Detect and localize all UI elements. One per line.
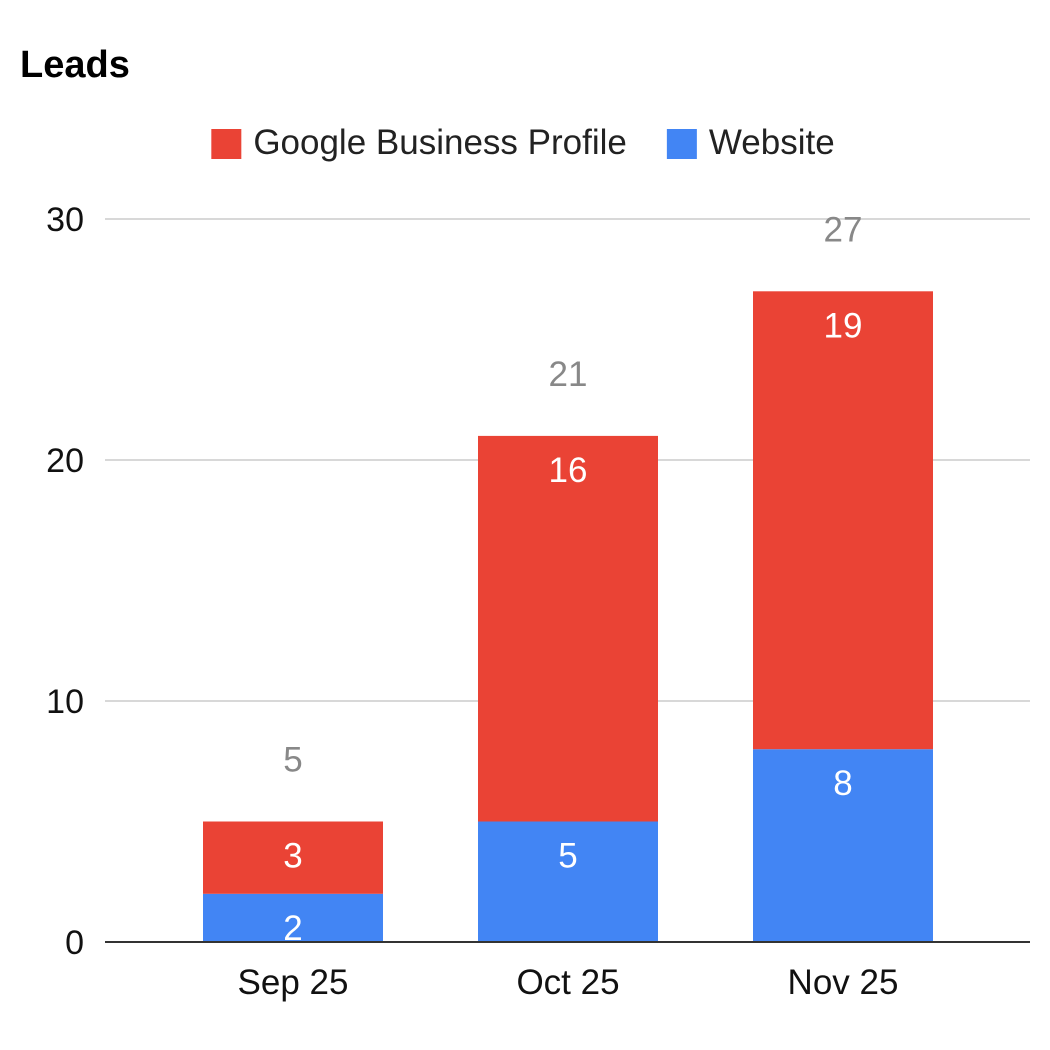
legend: Google Business Profile Website: [211, 123, 835, 162]
segment-label-website: 8: [833, 764, 852, 803]
x-axis: Sep 25 Oct 25 Nov 25: [105, 941, 1030, 1002]
legend-label: Website: [709, 123, 835, 162]
segment-label-website: 2: [283, 909, 302, 948]
bar-website-oct-25: [478, 821, 658, 942]
x-tick-label: Sep 25: [238, 963, 349, 1002]
segment-label-google-business-profile: 19: [824, 306, 863, 345]
y-axis: 0 10 20 30: [46, 201, 84, 962]
bar-google-business-profile-sep-25: [203, 821, 383, 894]
bars: [203, 291, 933, 942]
x-tick-label: Oct 25: [516, 963, 619, 1002]
total-label: 21: [549, 355, 588, 394]
legend-label: Google Business Profile: [253, 123, 627, 162]
legend-swatch: [211, 129, 242, 159]
y-tick-label: 10: [46, 683, 84, 721]
bar-google-business-profile-nov-25: [753, 291, 933, 750]
data-labels: 2 3 5 5 16 21 8 19 27: [283, 210, 863, 948]
legend-swatch: [666, 129, 697, 159]
bar-website-sep-25: [203, 893, 383, 942]
segment-label-website: 5: [558, 837, 577, 876]
segment-label-google-business-profile: 16: [549, 451, 588, 490]
legend-item-website: Website: [666, 123, 835, 162]
y-tick-label: 30: [46, 201, 84, 239]
segment-label-google-business-profile: 3: [283, 837, 302, 876]
y-tick-label: 20: [46, 442, 84, 480]
total-label: 5: [283, 741, 302, 780]
bar-website-nov-25: [753, 749, 933, 942]
legend-item-google-business-profile: Google Business Profile: [211, 123, 627, 162]
x-tick-label: Nov 25: [788, 963, 899, 1002]
y-tick-label: 0: [65, 924, 84, 962]
chart-title: Leads: [20, 44, 130, 86]
total-label: 27: [824, 210, 863, 249]
bar-google-business-profile-oct-25: [478, 435, 658, 822]
